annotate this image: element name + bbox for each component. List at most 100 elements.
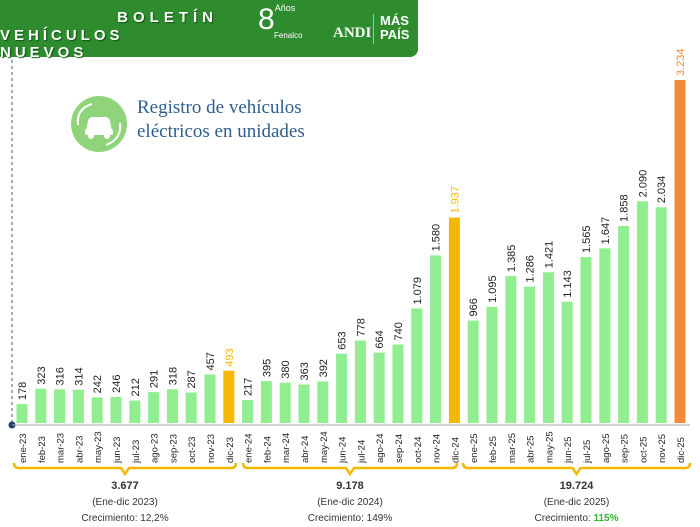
bar-jul-24 (354, 340, 366, 423)
bar-may-25 (542, 272, 554, 423)
group-summary-1: 3.677 (Ene-dic 2023) Crecimiento: 12,2% (25, 478, 225, 527)
bar-ago-25 (599, 248, 611, 423)
group-total: 9.178 (336, 480, 364, 492)
group-total: 19.724 (559, 480, 594, 492)
data-label-mar-24: 380 (280, 360, 292, 378)
data-label-oct-23: 287 (186, 370, 198, 388)
data-label-feb-24: 395 (261, 359, 273, 377)
data-label-jun-25: 1.143 (562, 270, 574, 298)
group-growth: Crecimiento: 12,2% (81, 513, 169, 524)
tick-label-sep-25: sep-25 (620, 434, 631, 463)
group-summary-2: 9.178 (Ene-dic 2024) Crecimiento: 149% (250, 478, 450, 527)
tick-label-abr-25: abr-25 (526, 436, 537, 463)
logo-divider (373, 14, 374, 44)
data-label-mar-25: 1.385 (506, 245, 518, 273)
group-bracket-1 (12, 462, 238, 477)
data-label-ene-25: 966 (468, 298, 480, 316)
bar-oct-24 (411, 308, 423, 423)
data-label-abr-23: 314 (73, 367, 85, 385)
bar-may-24 (317, 381, 329, 423)
tick-label-ene-24: ene-24 (244, 433, 255, 463)
bar-ago-24 (373, 352, 385, 423)
header-banner: BOLETÍN VEHÍCULOS NUEVOS 8Años Fenalco AN… (0, 0, 418, 61)
data-label-may-24: 392 (318, 359, 330, 377)
bar-nov-24 (430, 255, 442, 423)
data-label-sep-25: 1.858 (619, 194, 631, 222)
data-label-feb-25: 1.095 (487, 275, 499, 303)
data-label-nov-25: 2.034 (656, 176, 668, 204)
tick-label-nov-25: nov-25 (657, 434, 668, 463)
tick-label-feb-24: feb-24 (262, 436, 273, 463)
tick-label-nov-23: nov-23 (206, 434, 217, 463)
data-label-oct-25: 2.090 (637, 170, 649, 198)
bar-jul-23 (129, 400, 141, 423)
bar-sep-23 (166, 389, 178, 423)
data-label-sep-24: 740 (393, 322, 405, 340)
bar-oct-25 (636, 201, 648, 423)
tick-label-mar-23: mar-23 (56, 433, 67, 463)
bar-dic-25 (674, 80, 686, 423)
tick-label-nov-24: nov-24 (432, 434, 443, 463)
group-period: (Ene-dic 2025) (543, 497, 610, 508)
bar-abr-24 (298, 384, 310, 423)
tick-label-ene-25: ene-25 (469, 433, 480, 463)
data-label-mar-23: 316 (55, 367, 67, 385)
bar-mar-25 (505, 276, 517, 423)
group-growth: Crecimiento: 149% (307, 513, 393, 524)
group-period: (Ene-dic 2023) (92, 497, 158, 508)
tick-label-jul-24: jul-24 (356, 440, 367, 464)
tick-label-feb-25: feb-25 (488, 436, 499, 463)
bar-sep-24 (392, 344, 404, 423)
bar-feb-23 (35, 388, 47, 423)
tick-label-may-25: may-25 (544, 431, 555, 463)
data-label-jun-24: 653 (337, 331, 349, 349)
group-bracket-2 (241, 462, 459, 477)
tick-label-mar-25: mar-25 (507, 433, 518, 463)
tick-label-abr-23: abr-23 (74, 436, 85, 463)
data-label-jul-25: 1.565 (581, 225, 593, 253)
andi-logo: ANDI (333, 25, 372, 41)
group-growth: Crecimiento: 115% (534, 513, 619, 524)
tick-label-dic-24: dic-24 (450, 437, 461, 463)
bar-jun-24 (336, 353, 348, 423)
bar-abr-25 (524, 286, 536, 423)
tick-label-dic-25: dic-25 (676, 437, 687, 463)
tick-label-abr-24: abr-24 (300, 436, 311, 463)
tick-label-oct-24: oct-24 (413, 437, 424, 463)
tick-label-jun-24: jun-24 (338, 437, 349, 464)
tick-label-sep-24: sep-24 (394, 434, 405, 463)
data-label-jun-23: 246 (111, 375, 123, 393)
bar-dic-24 (448, 217, 460, 423)
bar-ene-25 (467, 320, 479, 423)
tick-label-sep-23: sep-23 (168, 434, 179, 463)
bar-nov-23 (204, 374, 216, 423)
data-label-may-23: 242 (92, 375, 104, 393)
header-line1: BOLETÍN (117, 9, 218, 26)
bar-dic-23 (223, 370, 235, 423)
data-label-jul-24: 778 (355, 318, 367, 336)
bar-mar-23 (54, 389, 66, 423)
bar-ene-24 (242, 399, 254, 423)
data-label-nov-24: 1.580 (431, 224, 443, 252)
tick-label-jul-23: jul-23 (131, 440, 142, 464)
tick-label-feb-23: feb-23 (37, 436, 48, 463)
bar-jun-25 (561, 301, 573, 423)
tick-label-may-24: may-24 (319, 431, 330, 463)
chart-title: Registro de vehículos eléctricos en unid… (137, 96, 305, 144)
tick-label-oct-25: oct-25 (638, 437, 649, 463)
data-label-abr-25: 1.286 (525, 255, 537, 283)
bar-mar-24 (279, 382, 291, 423)
header-line2: VEHÍCULOS NUEVOS (0, 27, 124, 61)
data-label-ago-23: 291 (149, 370, 161, 388)
group-total: 3.677 (111, 480, 139, 492)
group-period: (Ene-dic 2024) (317, 497, 383, 508)
data-label-ene-23: 178 (17, 382, 29, 400)
group-bracket-3 (461, 462, 692, 477)
tick-label-dic-23: dic-23 (225, 437, 236, 463)
data-label-jul-23: 212 (130, 378, 142, 396)
tick-label-ago-23: ago-23 (150, 433, 161, 463)
tick-label-ago-24: ago-24 (375, 433, 386, 463)
tick-label-jun-23: jun-23 (112, 437, 123, 464)
bar-abr-23 (72, 389, 84, 423)
